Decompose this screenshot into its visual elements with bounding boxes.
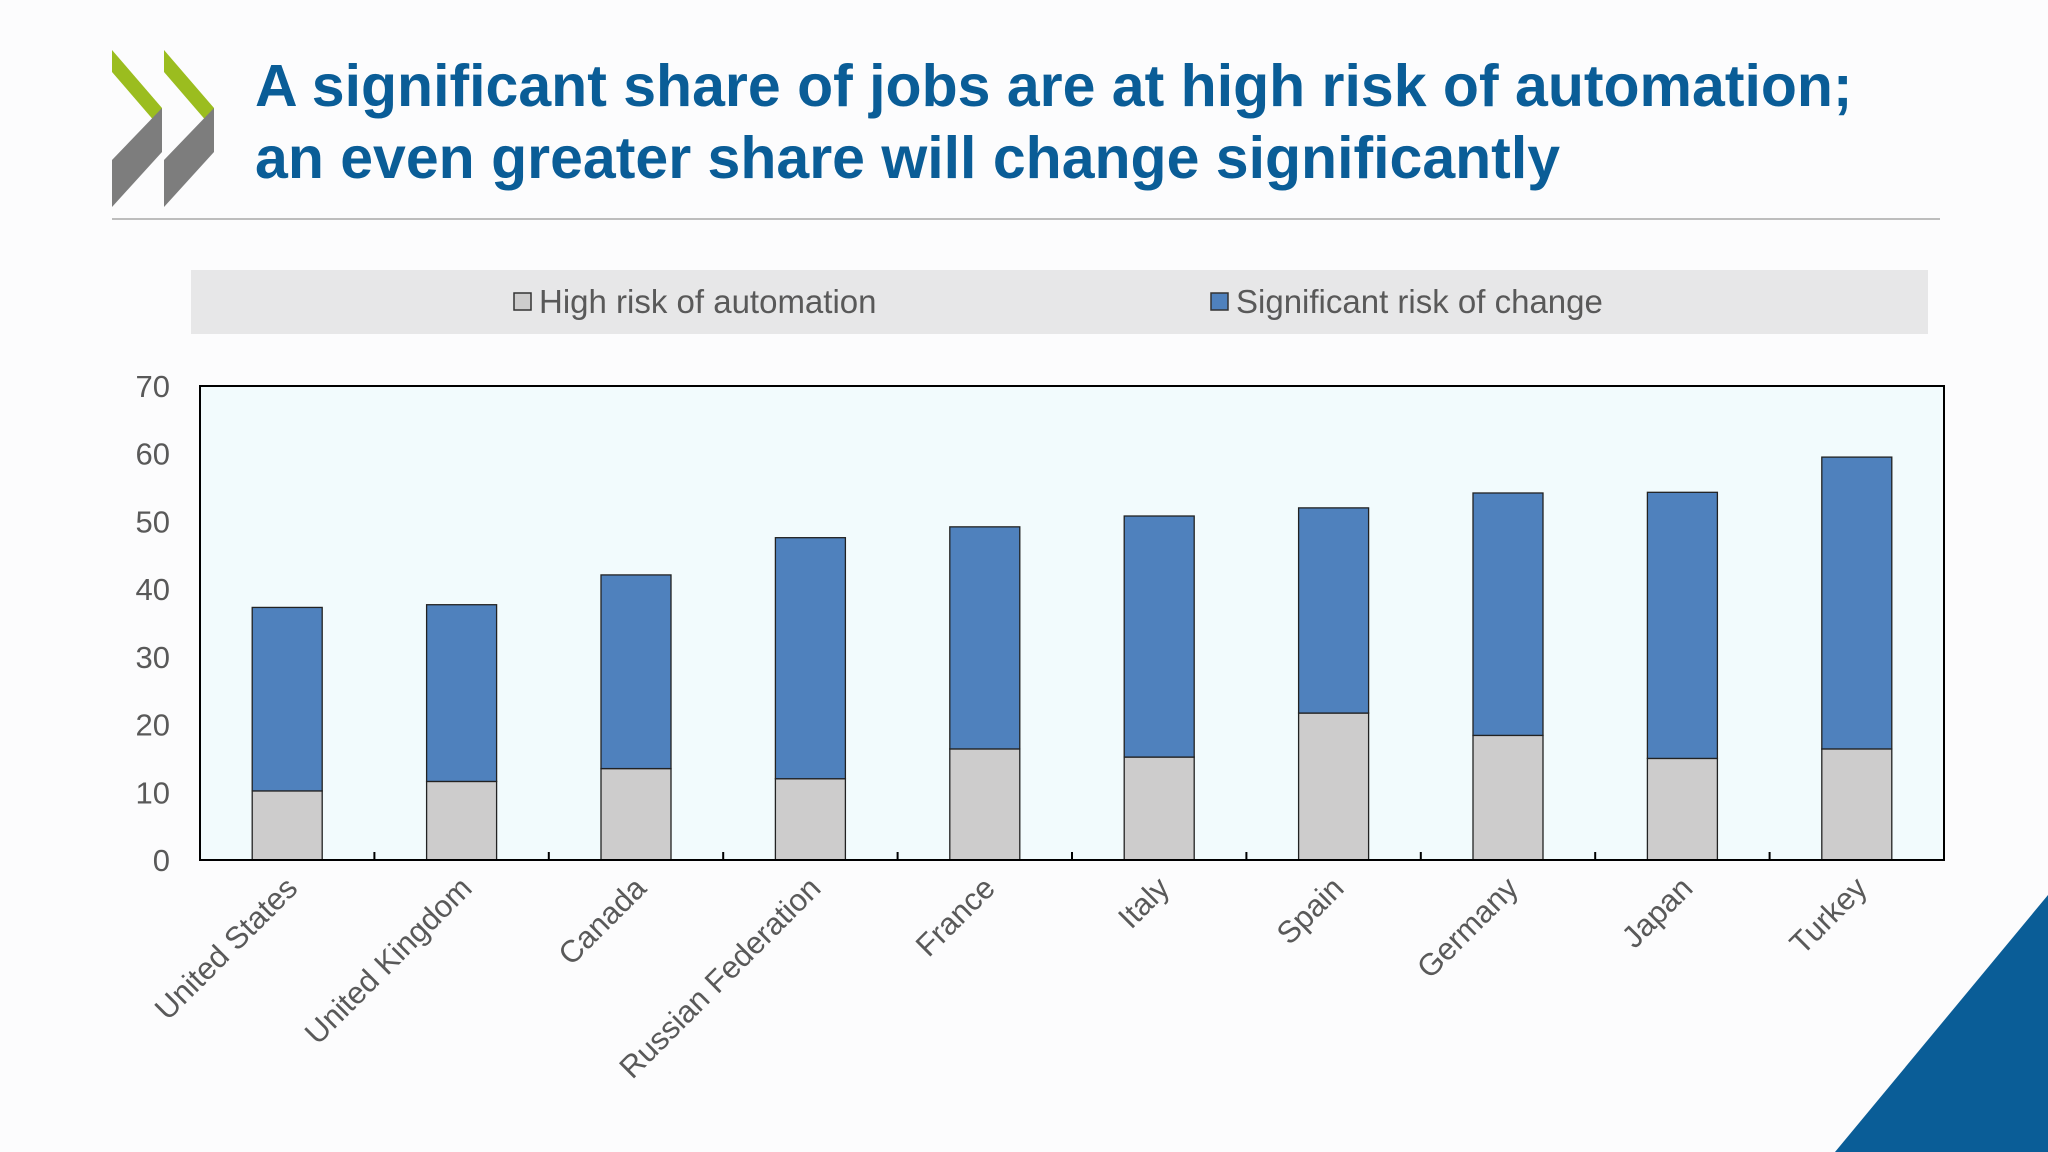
x-tick-label: Turkey — [1783, 870, 1874, 961]
slide-title: A significant share of jobs are at high … — [255, 50, 1955, 194]
x-tick-label: Canada — [551, 870, 653, 972]
bar-segment-significant-change — [251, 606, 323, 792]
x-tick-label: Japan — [1615, 870, 1699, 954]
y-tick-label: 10 — [136, 775, 170, 810]
bar-segment-significant-change — [1646, 491, 1719, 760]
oecd-logo — [112, 50, 214, 207]
slide-title-line-1: A significant share of jobs are at high … — [255, 53, 1853, 119]
x-tick-label: Germany — [1410, 870, 1525, 985]
y-tick-label: 20 — [136, 708, 170, 743]
logo-green-stroke-right — [164, 50, 214, 130]
logo-gray-stroke-left — [112, 108, 162, 207]
bar-segment-significant-change — [949, 526, 1021, 750]
logo-gray-stroke-right — [164, 108, 214, 207]
bar-segment-significant-change — [1123, 515, 1195, 758]
bar-segment-high-risk — [1646, 757, 1719, 861]
x-tick-label: United States — [148, 870, 304, 1026]
slide-title-line-2: an even greater share will change signif… — [255, 125, 1561, 191]
y-axis: 0 10 20 30 40 50 60 70 — [136, 369, 170, 878]
bar-segment-significant-change — [1821, 456, 1893, 750]
bar-segment-high-risk — [425, 780, 498, 861]
bar-segment-high-risk — [251, 790, 323, 861]
x-tick-label: Italy — [1111, 870, 1176, 935]
bar-segment-significant-change — [774, 537, 847, 780]
legend-swatch-significant-change — [1210, 292, 1229, 311]
chart-legend: High risk of automation Significant risk… — [191, 270, 1928, 334]
bar-segment-significant-change — [1472, 492, 1544, 737]
y-tick-label: 40 — [136, 572, 170, 607]
x-tick-label: United Kingdom — [298, 870, 479, 1051]
legend-swatch-high-risk — [513, 292, 532, 311]
title-divider — [112, 218, 1940, 220]
bar-segment-high-risk — [774, 778, 847, 861]
legend-background — [191, 270, 1928, 334]
bar-segment-high-risk — [1297, 712, 1370, 861]
y-tick-label: 0 — [153, 843, 170, 878]
y-tick-label: 60 — [136, 437, 170, 472]
bar-series — [251, 456, 1893, 861]
y-tick-label: 50 — [136, 504, 170, 539]
bar-segment-high-risk — [1472, 734, 1544, 861]
legend-label-significant-change: Significant risk of change — [1236, 283, 1603, 320]
x-tick-label: France — [909, 870, 1002, 963]
y-tick-label: 30 — [136, 640, 170, 675]
bar-segment-significant-change — [1297, 507, 1370, 714]
legend-label-high-risk: High risk of automation — [539, 283, 877, 320]
x-tick-label: Spain — [1270, 870, 1351, 951]
logo-chevron-left — [112, 50, 162, 207]
bar-segment-high-risk — [949, 748, 1021, 861]
bar-segment-high-risk — [1123, 756, 1195, 861]
bar-segment-high-risk — [1821, 748, 1893, 861]
bar-segment-high-risk — [600, 767, 672, 861]
bar-segment-significant-change — [425, 604, 498, 783]
y-tick-label: 70 — [136, 369, 170, 404]
logo-chevron-right — [164, 50, 214, 207]
logo-green-stroke-left — [112, 50, 162, 130]
bar-segment-significant-change — [600, 574, 672, 770]
